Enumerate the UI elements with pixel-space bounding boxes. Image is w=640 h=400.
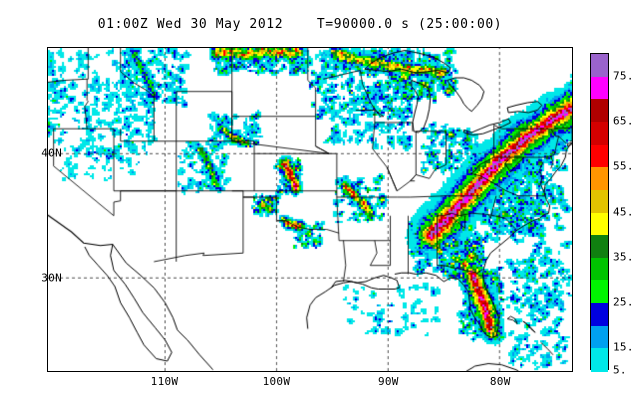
- colorbar-tick-45: 45.: [613, 205, 634, 218]
- colorbar-tick-75: 75.: [613, 69, 634, 83]
- colorbar-tick-65: 65.: [613, 114, 634, 128]
- x-tick-90W: 90W: [377, 375, 399, 388]
- x-tick-100W: 100W: [262, 375, 291, 388]
- reflectivity-colorbar: [590, 53, 609, 372]
- colorbar-band-50-55: [591, 167, 608, 191]
- x-tick-110W: 110W: [150, 375, 179, 388]
- colorbar-band-30-35: [591, 257, 608, 282]
- colorbar-band-25-30: [591, 280, 608, 304]
- colorbar-tick-55: 55.: [613, 159, 634, 173]
- colorbar-band-60-65: [591, 121, 608, 146]
- colorbar-tick-15: 15.: [613, 340, 634, 354]
- colorbar-band-15-20: [591, 325, 608, 349]
- colorbar-tick-35: 35.: [613, 250, 634, 264]
- y-tick-30N: 30N: [41, 271, 62, 285]
- colorbar-band-45-50: [591, 189, 608, 214]
- y-tick-40N: 40N: [41, 146, 62, 160]
- colorbar-band-40-45: [591, 212, 608, 236]
- radar-reflectivity-canvas: [48, 48, 572, 371]
- colorbar-band-5-15: [591, 348, 608, 372]
- colorbar-band-70-75: [591, 76, 608, 100]
- figure-title: 01:00Z Wed 30 May 2012 T=90000.0 s (25:0…: [97, 17, 503, 32]
- map-plot-area: [47, 47, 573, 372]
- colorbar-tick-5: 5.: [613, 363, 627, 377]
- x-tick-80W: 80W: [489, 375, 511, 388]
- colorbar-band-65-70: [591, 99, 608, 123]
- colorbar-tick-25: 25.: [613, 295, 634, 309]
- colorbar-band-20-25: [591, 303, 608, 327]
- colorbar-band-55-60: [591, 144, 608, 168]
- colorbar-band-35-40: [591, 235, 608, 259]
- colorbar-band-75-80: [591, 54, 608, 78]
